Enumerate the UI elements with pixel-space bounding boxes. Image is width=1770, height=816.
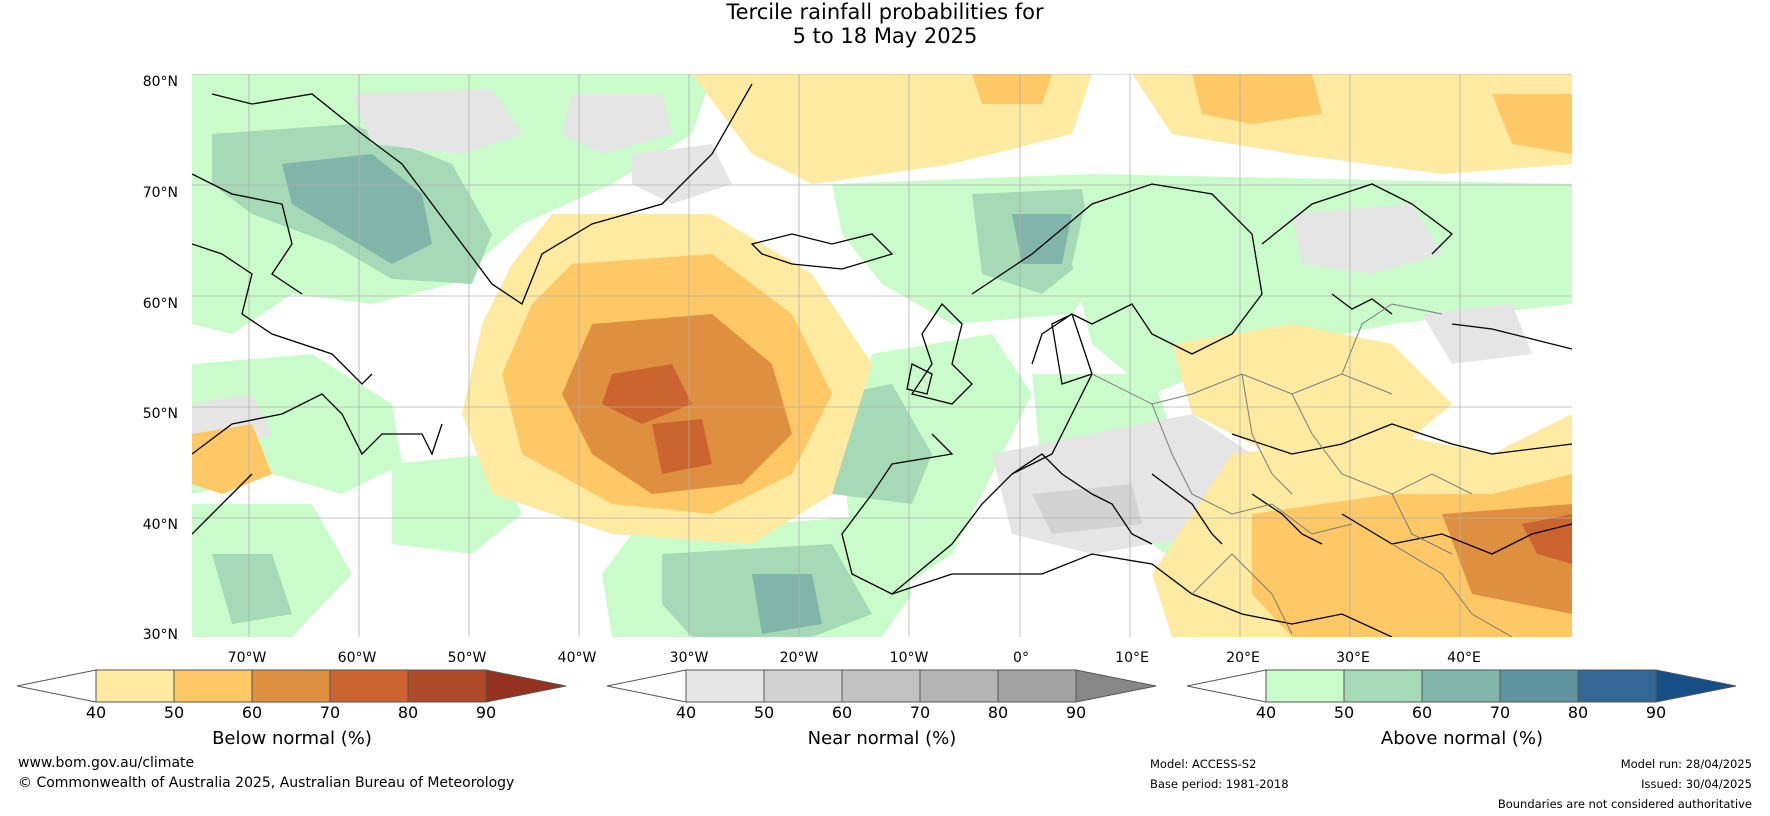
near-tick-90: 90 <box>1065 703 1087 722</box>
lon-label-20e: 20°E <box>1226 650 1260 666</box>
lon-label-40w: 40°W <box>557 650 597 666</box>
lat-label-70n: 70°N <box>142 185 178 201</box>
near-tick-70: 70 <box>909 703 931 722</box>
near-tick-50: 50 <box>753 703 775 722</box>
lon-label-0: 0° <box>1013 650 1029 666</box>
lat-label-80n: 80°N <box>142 74 178 90</box>
coastlines <box>192 83 1572 637</box>
colorbar-above-normal-swatches <box>1186 669 1737 703</box>
lon-label-60w: 60°W <box>337 650 377 666</box>
footer-model: Model: ACCESS-S2 <box>1150 757 1257 771</box>
colorbar-near-normal-swatches <box>606 669 1157 703</box>
below-tick-50: 50 <box>163 703 185 722</box>
lat-label-60n: 60°N <box>142 296 178 312</box>
above-normal-regions <box>192 74 1572 637</box>
colorbar-near-normal-title: Near normal (%) <box>807 728 957 749</box>
footer-copyright: © Commonwealth of Australia 2025, Austra… <box>18 775 515 791</box>
colorbar-near-normal <box>606 668 1158 708</box>
lon-label-10w: 10°W <box>889 650 929 666</box>
below-tick-70: 70 <box>319 703 341 722</box>
graticule <box>192 74 1572 637</box>
title-line-2: 5 to 18 May 2025 <box>792 24 978 48</box>
rainfall-probability-map <box>192 74 1572 637</box>
colorbar-below-normal-swatches <box>16 669 567 703</box>
colorbar-below-normal-title: Below normal (%) <box>212 728 372 749</box>
footer-issued: Issued: 30/04/2025 <box>1641 777 1752 791</box>
lon-label-50w: 50°W <box>447 650 487 666</box>
footer-base-period: Base period: 1981-2018 <box>1150 777 1289 791</box>
above-tick-90: 90 <box>1645 703 1667 722</box>
title-line-1: Tercile rainfall probabilities for <box>726 0 1044 24</box>
below-tick-80: 80 <box>397 703 419 722</box>
map-title: Tercile rainfall probabilities for 5 to … <box>0 0 1770 48</box>
lat-label-40n: 40°N <box>142 517 178 533</box>
near-tick-60: 60 <box>831 703 853 722</box>
lon-label-10e: 10°E <box>1115 650 1149 666</box>
lat-label-30n: 30°N <box>142 627 178 643</box>
lat-label-50n: 50°N <box>142 406 178 422</box>
lon-label-30w: 30°W <box>669 650 709 666</box>
near-tick-80: 80 <box>987 703 1009 722</box>
near-tick-40: 40 <box>675 703 697 722</box>
footer-model-run: Model run: 28/04/2025 <box>1620 757 1752 771</box>
below-normal-regions <box>192 74 1572 637</box>
colorbar-above-normal <box>1186 668 1738 708</box>
lon-label-70w: 70°W <box>227 650 267 666</box>
lon-label-40e: 40°E <box>1447 650 1481 666</box>
above-tick-40: 40 <box>1255 703 1277 722</box>
above-tick-60: 60 <box>1411 703 1433 722</box>
lon-label-30e: 30°E <box>1336 650 1370 666</box>
colorbar-below-normal <box>16 668 568 708</box>
colorbar-above-normal-title: Above normal (%) <box>1380 728 1544 749</box>
below-tick-40: 40 <box>85 703 107 722</box>
footer-url: www.bom.gov.au/climate <box>18 755 195 771</box>
borders <box>1091 303 1513 637</box>
above-tick-80: 80 <box>1567 703 1589 722</box>
lon-label-20w: 20°W <box>779 650 819 666</box>
below-tick-60: 60 <box>241 703 263 722</box>
below-tick-90: 90 <box>475 703 497 722</box>
above-tick-50: 50 <box>1333 703 1355 722</box>
map-canvas <box>192 74 1572 637</box>
footer-boundaries-note: Boundaries are not considered authoritat… <box>1497 797 1752 811</box>
above-tick-70: 70 <box>1489 703 1511 722</box>
